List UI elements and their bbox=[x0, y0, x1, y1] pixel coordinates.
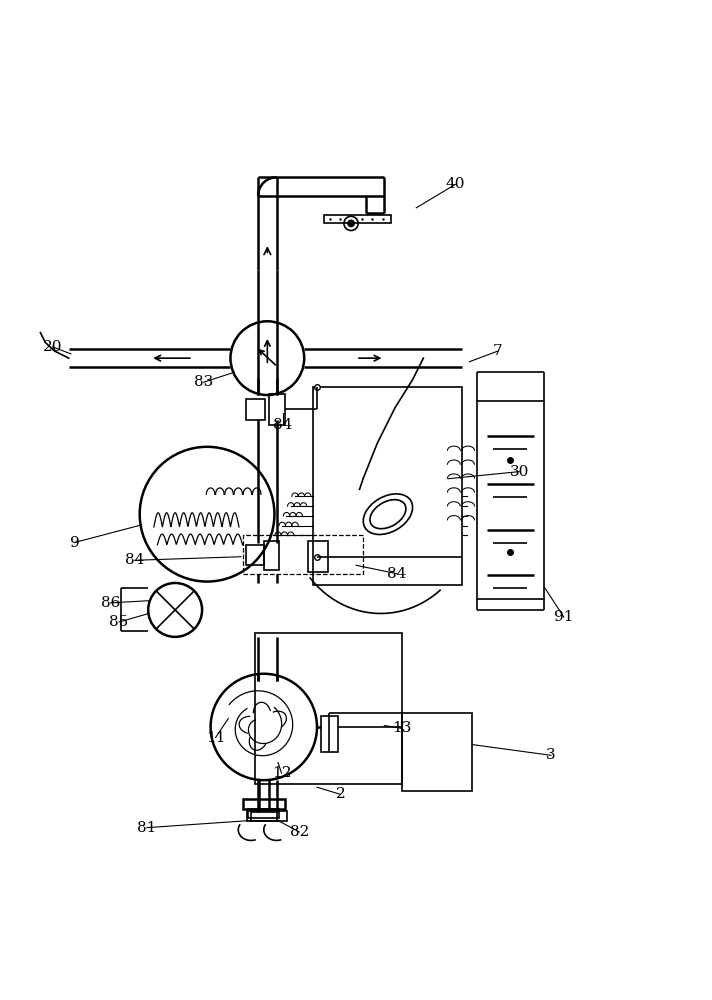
Bar bbox=[476, 401, 544, 599]
Bar bbox=[246, 399, 265, 420]
Text: 12: 12 bbox=[272, 766, 291, 780]
Bar bbox=[255, 633, 402, 784]
Text: 86: 86 bbox=[101, 596, 120, 610]
Text: 91: 91 bbox=[554, 610, 574, 624]
Bar bbox=[243, 535, 363, 574]
Text: 9: 9 bbox=[70, 536, 79, 550]
Text: 82: 82 bbox=[290, 825, 309, 839]
Circle shape bbox=[347, 220, 355, 227]
Text: 84: 84 bbox=[387, 567, 407, 581]
Bar bbox=[324, 215, 392, 223]
Text: 81: 81 bbox=[137, 821, 157, 835]
Text: 2: 2 bbox=[335, 787, 345, 801]
Bar bbox=[248, 811, 287, 821]
Text: 40: 40 bbox=[446, 177, 465, 191]
Text: 83: 83 bbox=[194, 375, 213, 389]
Text: 85: 85 bbox=[110, 615, 129, 629]
Bar bbox=[320, 716, 338, 752]
Bar bbox=[402, 713, 471, 791]
Bar bbox=[246, 545, 264, 565]
Bar bbox=[251, 812, 276, 821]
Text: 84: 84 bbox=[273, 418, 293, 432]
Text: 84: 84 bbox=[125, 553, 145, 567]
Bar bbox=[313, 387, 462, 585]
Bar bbox=[243, 799, 285, 809]
Text: 13: 13 bbox=[392, 721, 412, 735]
Bar bbox=[269, 394, 285, 425]
Bar bbox=[264, 541, 279, 570]
Text: 20: 20 bbox=[43, 340, 62, 354]
Text: 3: 3 bbox=[546, 748, 556, 762]
Text: 7: 7 bbox=[493, 344, 503, 358]
Text: 11: 11 bbox=[206, 731, 225, 745]
Text: 30: 30 bbox=[509, 465, 529, 479]
Bar bbox=[248, 809, 279, 818]
Bar bbox=[308, 541, 328, 572]
